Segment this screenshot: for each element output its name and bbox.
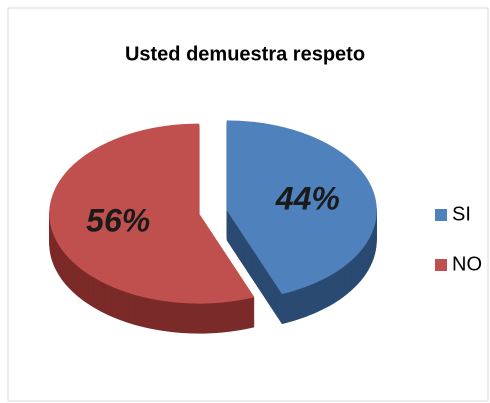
data-label: 56% <box>86 202 150 238</box>
chart-title: Usted demuestra respeto <box>125 43 365 65</box>
legend-label: NO <box>452 253 482 275</box>
slice <box>49 123 255 304</box>
legend-swatch <box>435 209 447 221</box>
legend-swatch <box>435 259 447 271</box>
data-label: 44% <box>275 181 340 217</box>
slice <box>226 120 377 295</box>
legend-label: SI <box>452 203 471 225</box>
